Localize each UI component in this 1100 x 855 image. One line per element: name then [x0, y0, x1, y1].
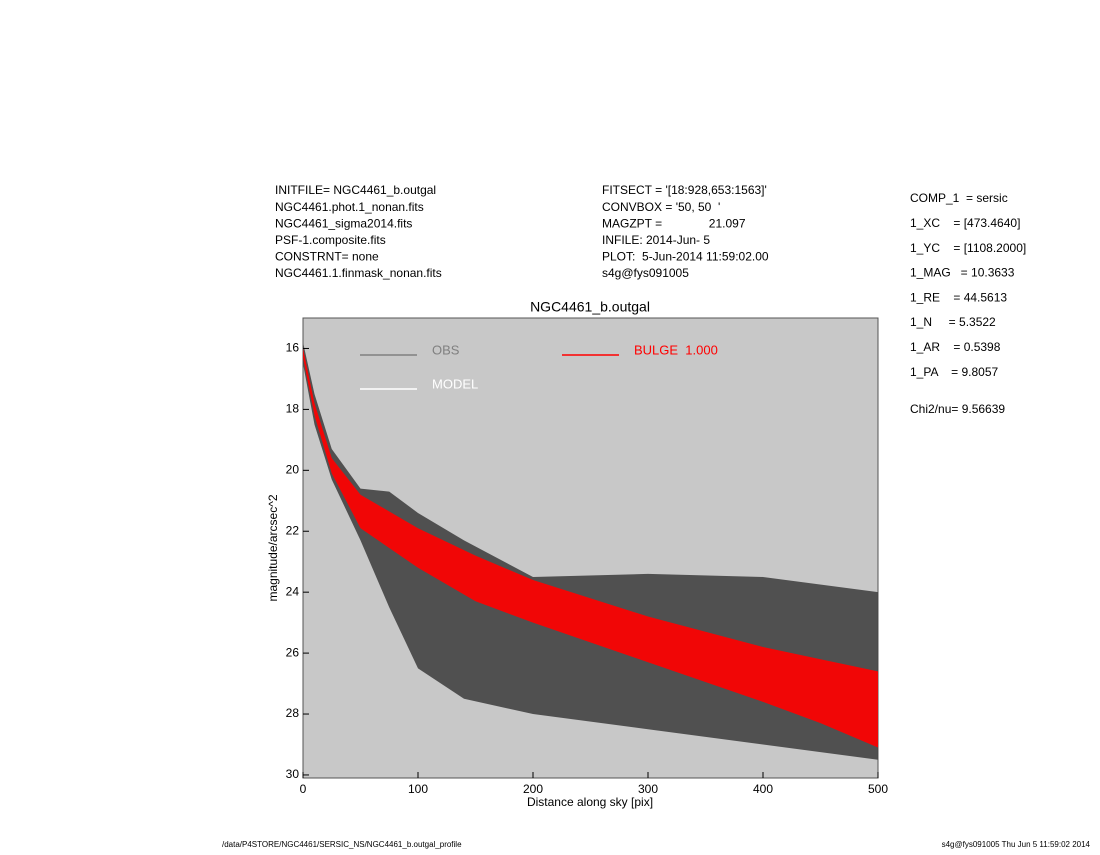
- legend-label: MODEL: [432, 376, 478, 391]
- x-tick-label: 100: [408, 782, 428, 796]
- y-tick-label: 24: [286, 584, 300, 598]
- header-left: NGC4461.phot.1_nonan.fits: [275, 200, 424, 214]
- header-middle: FITSECT = '[18:928,653:1563]': [602, 183, 767, 197]
- y-tick-label: 18: [286, 402, 300, 416]
- chart-title: NGC4461_b.outgal: [530, 299, 650, 315]
- header-left: INITFILE= NGC4461_b.outgal: [275, 183, 436, 197]
- header-middle: s4g@fys091005: [602, 266, 689, 280]
- x-tick-label: 400: [753, 782, 773, 796]
- x-tick-label: 500: [868, 782, 888, 796]
- header-right: 1_N = 5.3522: [910, 315, 996, 329]
- x-tick-label: 0: [300, 782, 307, 796]
- header-middle: PLOT: 5-Jun-2014 11:59:02.00: [602, 250, 769, 264]
- y-tick-label: 20: [286, 462, 300, 476]
- header-right: 1_MAG = 10.3633: [910, 266, 1015, 280]
- legend-label: OBS: [432, 342, 460, 357]
- header-right: 1_XC = [473.4640]: [910, 216, 1020, 230]
- footer-path: /data/P4STORE/NGC4461/SERSIC_NS/NGC4461_…: [222, 840, 462, 849]
- y-tick-label: 28: [286, 706, 300, 720]
- header-middle: INFILE: 2014-Jun- 5: [602, 233, 710, 247]
- x-tick-label: 300: [638, 782, 658, 796]
- x-tick-label: 200: [523, 782, 543, 796]
- header-right: 1_RE = 44.5613: [910, 290, 1007, 304]
- header-left: CONSTRNT= none: [275, 250, 379, 264]
- header-right: 1_YC = [1108.2000]: [910, 241, 1026, 255]
- header-left: PSF-1.composite.fits: [275, 233, 386, 247]
- legend-label: BULGE 1.000: [634, 342, 718, 357]
- header-right: 1_AR = 0.5398: [910, 340, 1001, 354]
- chi-square: Chi2/nu= 9.56639: [910, 402, 1005, 416]
- y-tick-label: 26: [286, 645, 300, 659]
- y-tick-label: 30: [286, 767, 300, 781]
- header-right: COMP_1 = sersic: [910, 191, 1008, 205]
- data-band: [303, 348, 878, 748]
- y-tick-label: 22: [286, 523, 300, 537]
- y-tick-label: 16: [286, 341, 300, 355]
- header-middle: CONVBOX = '50, 50 ': [602, 200, 720, 214]
- footer-stamp: s4g@fys091005 Thu Jun 5 11:59:02 2014: [942, 840, 1091, 849]
- header-left: NGC4461.1.finmask_nonan.fits: [275, 266, 442, 280]
- y-axis-label: magnitude/arcsec^2: [266, 494, 280, 601]
- header-right: 1_PA = 9.8057: [910, 365, 999, 379]
- x-axis-label: Distance along sky [pix]: [527, 795, 653, 809]
- header-left: NGC4461_sigma2014.fits: [275, 216, 412, 230]
- header-middle: MAGZPT = 21.097: [602, 216, 746, 230]
